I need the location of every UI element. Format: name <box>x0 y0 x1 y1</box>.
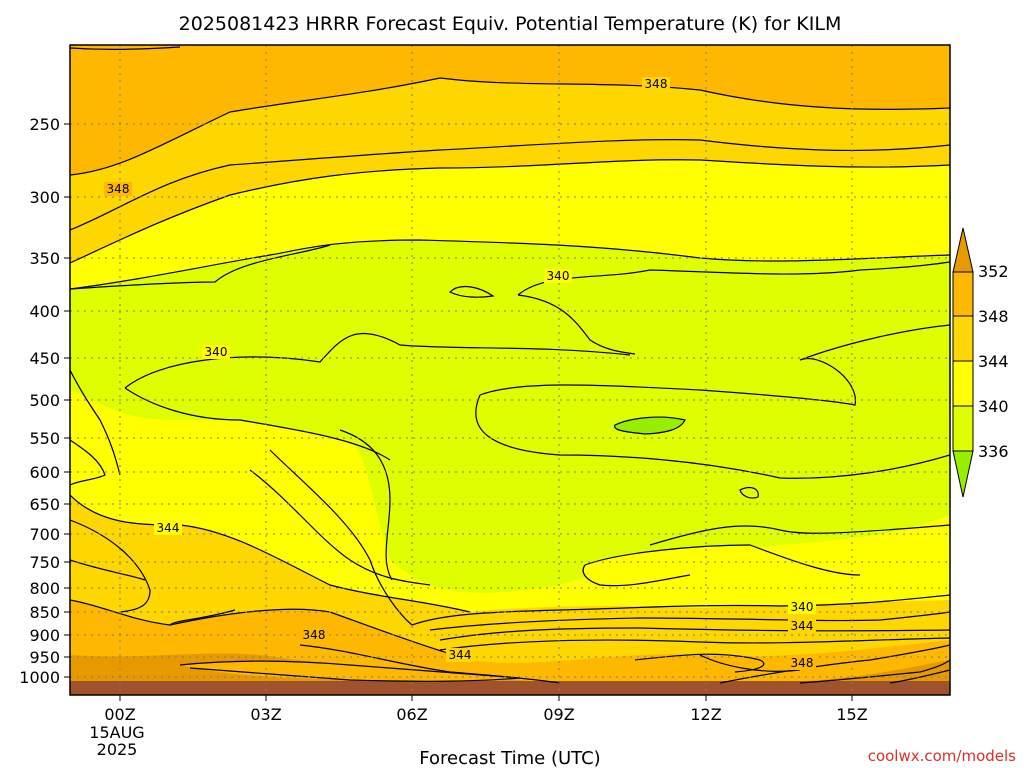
contour-label-bg <box>300 628 328 642</box>
y-tick-label: 850 <box>29 603 60 622</box>
contour-label-bg <box>544 269 572 283</box>
x-tick-labels: 00Z 03Z 06Z 09Z 12Z 15Z 15AUG 2025 <box>89 705 867 759</box>
x-axis <box>119 695 853 701</box>
contour-label: 348 <box>107 182 130 196</box>
band-small-upper <box>180 661 520 682</box>
contour-label-bg <box>202 345 230 359</box>
band-inner-336-340 <box>125 295 950 479</box>
contour-label-bg <box>446 648 474 662</box>
colorbar: 352 348 344 340 336 <box>952 227 1009 498</box>
contour-label: 344 <box>791 619 814 633</box>
contour-label: 344 <box>449 648 472 662</box>
band-lower-blob <box>583 545 860 589</box>
surface-band <box>70 681 950 695</box>
contour-label-bg <box>788 656 816 670</box>
y-tick-labels: 250 300 350 400 450 500 550 600 650 700 … <box>19 115 60 687</box>
y-tick-label: 250 <box>29 115 60 134</box>
credit-text: coolwx.com/models <box>868 747 1016 765</box>
chart-title: 2025081423 HRRR Forecast Equiv. Potentia… <box>179 13 842 35</box>
colorbar-tick: 348 <box>978 307 1009 326</box>
y-tick-label: 750 <box>29 553 60 572</box>
plot-area: 348 348 340 340 344 340 344 348 344 348 <box>70 45 950 695</box>
y-tick-label: 700 <box>29 525 60 544</box>
contour-label: 348 <box>645 77 668 91</box>
colorbar-tick: 344 <box>978 352 1009 371</box>
y-tick-label: 500 <box>29 391 60 410</box>
contour-labels: 348 348 340 340 344 340 344 348 344 348 <box>104 77 816 670</box>
x-tick-label: 12Z <box>690 705 721 724</box>
y-tick-label: 400 <box>29 302 60 321</box>
x-tick-label: 03Z <box>250 705 281 724</box>
colorbar-tick: 352 <box>978 262 1009 281</box>
y-tick-label: 450 <box>29 349 60 368</box>
band-green-blob <box>614 417 685 434</box>
colorbar-tick: 340 <box>978 397 1009 416</box>
colorbar-top-arrow <box>952 227 974 273</box>
contour-label: 340 <box>791 600 814 614</box>
contour-label: 348 <box>303 628 326 642</box>
colorbar-tick: 336 <box>978 442 1009 461</box>
x-axis-label: Forecast Time (UTC) <box>419 748 600 768</box>
colorbar-bottom-arrow <box>952 450 974 498</box>
x-tick-label: 15Z <box>836 705 867 724</box>
contour-label-bg <box>788 600 816 614</box>
colorbar-segment <box>952 271 974 317</box>
y-tick-label: 550 <box>29 429 60 448</box>
contour-label: 340 <box>547 269 570 283</box>
plot-border <box>69 44 951 696</box>
colorbar-segment <box>952 360 974 407</box>
x-tick-label: 00Z <box>104 705 135 724</box>
x-tick-label: 06Z <box>396 705 427 724</box>
x-tick-label: 09Z <box>543 705 574 724</box>
y-tick-label: 1000 <box>19 668 60 687</box>
y-tick-label: 300 <box>29 188 60 207</box>
y-tick-label: 600 <box>29 463 60 482</box>
contour-label: 344 <box>157 521 180 535</box>
contour-label-bg <box>104 182 132 196</box>
colorbar-segment <box>952 405 974 452</box>
contour-lines <box>70 46 950 684</box>
colorbar-segment <box>952 315 974 362</box>
y-tick-label: 800 <box>29 579 60 598</box>
contour-label-bg <box>154 521 182 535</box>
x-date-day: 15AUG <box>89 723 144 742</box>
contour-label-bg <box>788 619 816 633</box>
x-date-year: 2025 <box>97 740 138 759</box>
y-tick-label: 650 <box>29 495 60 514</box>
contour-label-bg <box>642 77 670 91</box>
y-tick-label: 900 <box>29 626 60 645</box>
contour-label: 340 <box>205 345 228 359</box>
contour-label: 348 <box>791 656 814 670</box>
y-tick-label: 950 <box>29 648 60 667</box>
y-tick-label: 350 <box>29 249 60 268</box>
y-axis <box>64 123 70 678</box>
